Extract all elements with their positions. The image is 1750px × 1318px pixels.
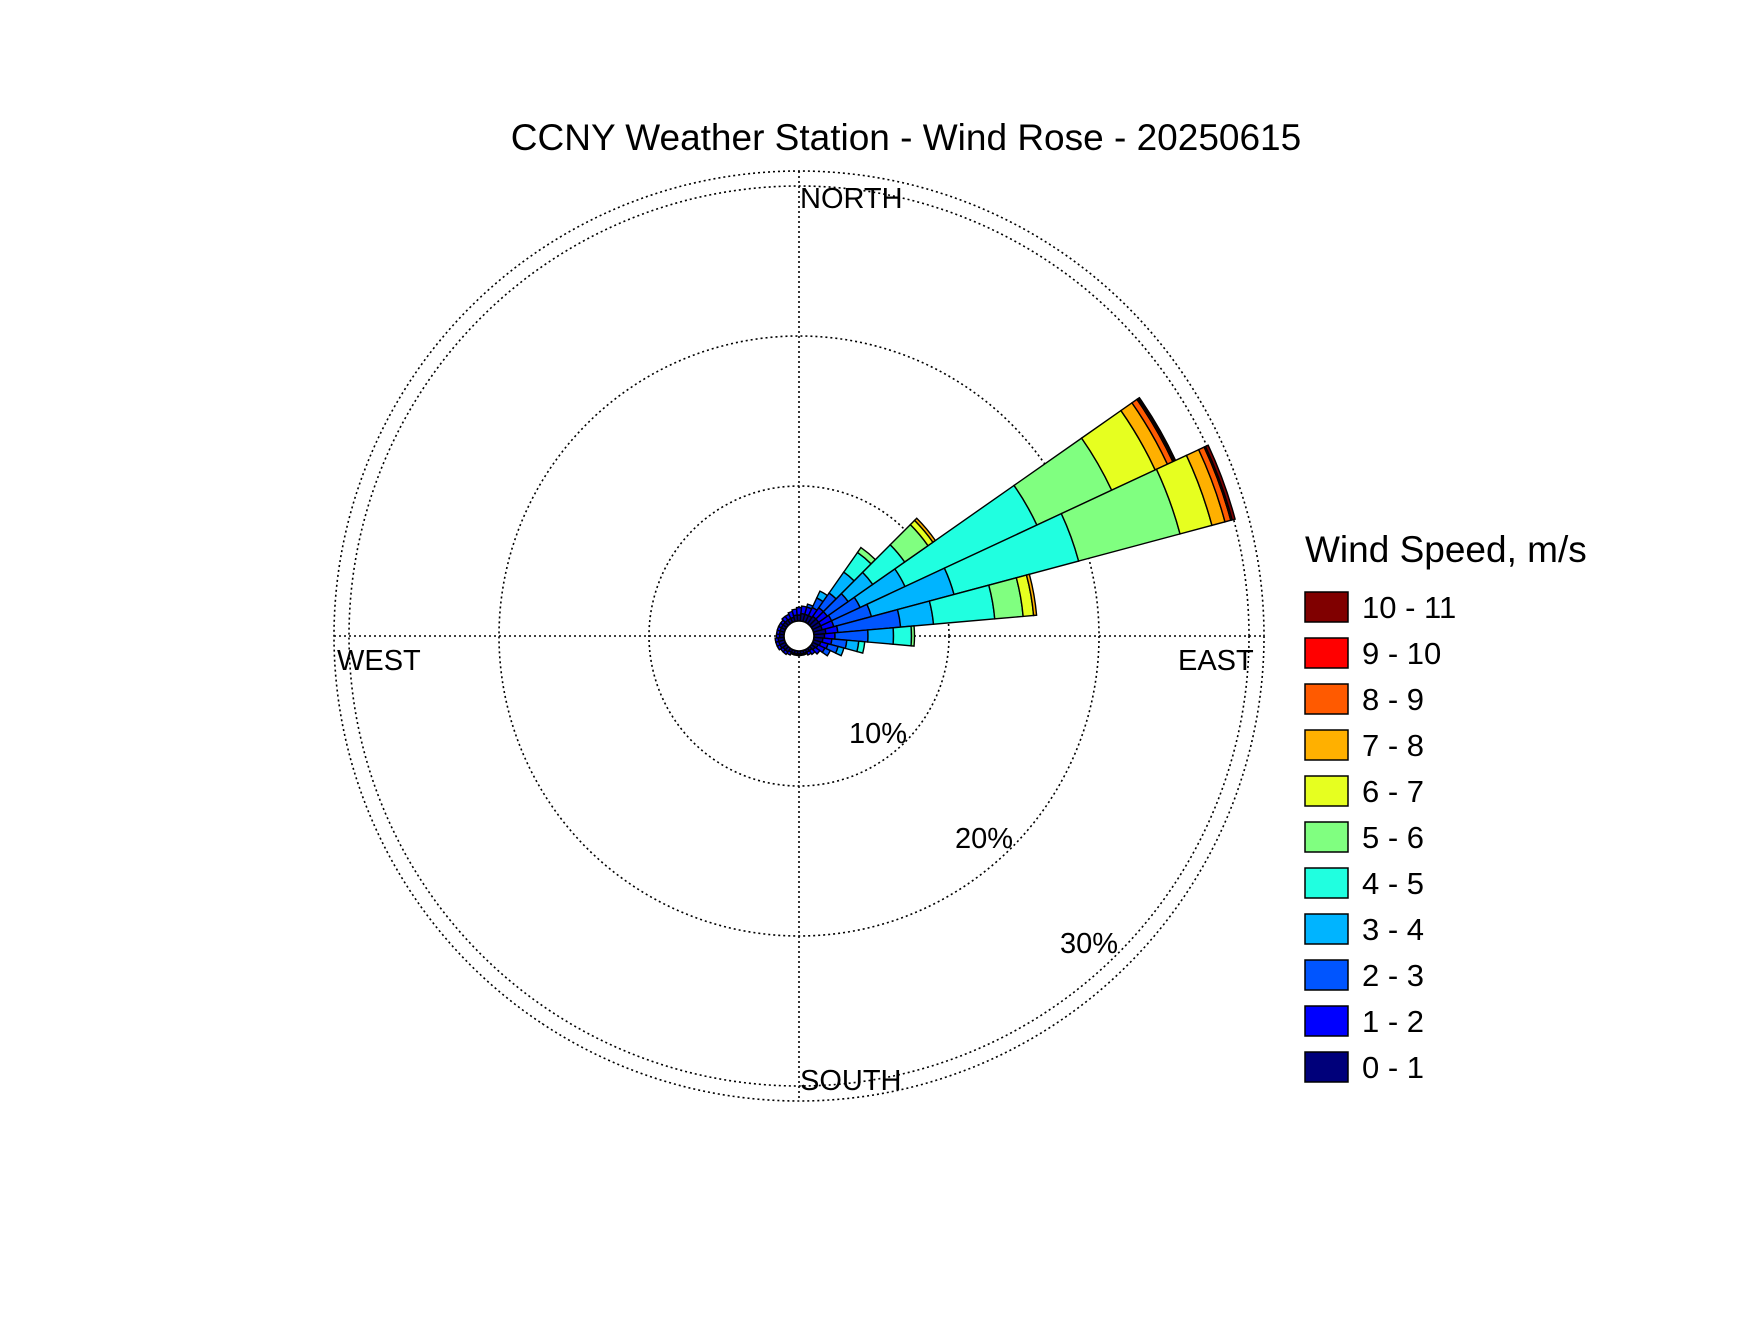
legend-swatch-8 — [1304, 959, 1349, 991]
legend-label-0: 10 - 11 — [1362, 590, 1456, 625]
legend-label-7: 3 - 4 — [1362, 912, 1424, 947]
ring-label-10: 10% — [849, 718, 907, 750]
legend-swatch-0 — [1304, 591, 1349, 623]
legend: Wind Speed, m/s 10 - 11 9 - 10 8 - 9 7 - 8 6… — [1304, 529, 1587, 1085]
center-calm-circle — [783, 620, 815, 652]
petal-segment-260-bin-1 — [774, 637, 780, 644]
petal-segment-80-bin-7 — [1025, 573, 1038, 617]
ring-label-30: 30% — [1060, 928, 1118, 960]
petal-segment-110-bin-3 — [834, 645, 845, 657]
petal-segment-90-bin-4 — [892, 625, 913, 647]
petal-segment-120-bin-2 — [821, 647, 832, 657]
legend-label-9: 1 - 2 — [1362, 1004, 1424, 1039]
chart-title: CCNY Weather Station - Wind Rose - 20250… — [511, 117, 1301, 158]
north-label: NORTH — [800, 183, 903, 215]
petal-segment-100-bin-4 — [856, 640, 866, 654]
petal-segment-90-bin-5 — [910, 625, 916, 647]
east-label: EAST — [1178, 645, 1254, 677]
legend-label-1: 9 - 10 — [1362, 636, 1441, 671]
legend-swatch-1 — [1304, 637, 1349, 669]
wind-rose-petals — [774, 396, 1236, 657]
petal-segment-130-bin-1 — [811, 646, 821, 656]
legend-label-10: 0 - 1 — [1362, 1050, 1424, 1085]
legend-label-6: 4 - 5 — [1362, 866, 1424, 901]
petal-segment-70-bin-10 — [1204, 444, 1236, 521]
polar-grid — [333, 170, 1265, 1102]
legend-title: Wind Speed, m/s — [1305, 529, 1587, 570]
legend-label-5: 5 - 6 — [1362, 820, 1424, 855]
legend-swatch-2 — [1304, 683, 1349, 715]
legend-label-4: 6 - 7 — [1362, 774, 1424, 809]
petal-segment-90-bin-3 — [866, 627, 895, 645]
legend-swatch-7 — [1304, 913, 1349, 945]
legend-items: 10 - 11 9 - 10 8 - 9 7 - 8 6 - 7 5 - 6 4 - 5 3 … — [1304, 590, 1456, 1085]
petal-segment-140-bin-1 — [808, 647, 816, 656]
legend-label-2: 8 - 9 — [1362, 682, 1424, 717]
legend-swatch-9 — [1304, 1005, 1349, 1037]
legend-swatch-6 — [1304, 867, 1349, 899]
legend-swatch-5 — [1304, 821, 1349, 853]
west-label: WEST — [337, 645, 421, 677]
ring-label-20: 20% — [955, 823, 1013, 855]
legend-swatch-4 — [1304, 775, 1349, 807]
legend-swatch-10 — [1304, 1051, 1349, 1083]
petal-segment-50-bin-7 — [913, 517, 937, 544]
south-label: SOUTH — [800, 1065, 902, 1097]
legend-label-8: 2 - 3 — [1362, 958, 1424, 993]
legend-label-3: 7 - 8 — [1362, 728, 1424, 763]
legend-swatch-3 — [1304, 729, 1349, 761]
